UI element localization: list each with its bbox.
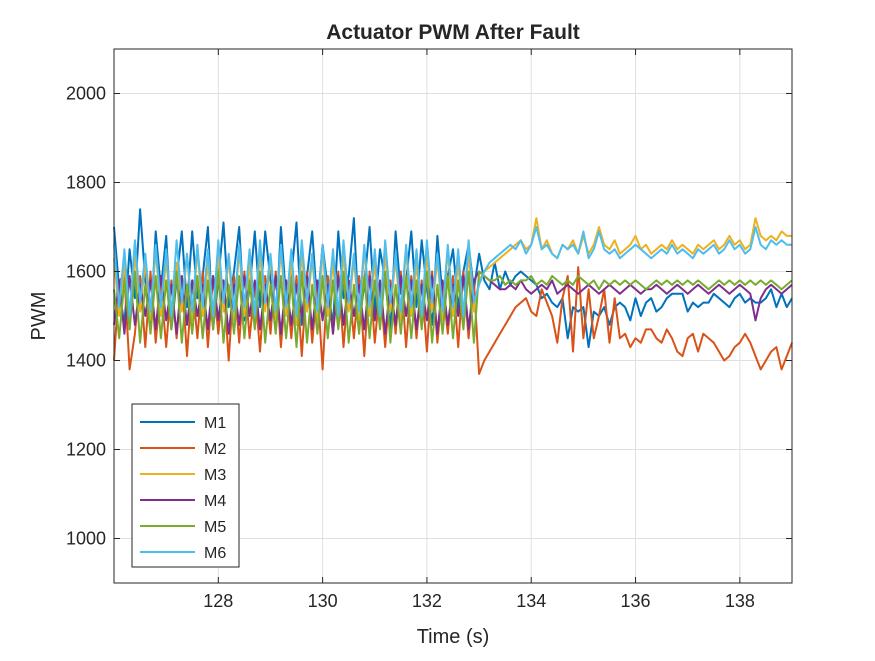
x-axis-ticks: 128 130 132 134 136 138 — [203, 49, 755, 611]
series-line-m6 — [113, 226, 792, 317]
legend-label-m1: M1 — [204, 415, 226, 432]
legend: M1 M2 M3 M4 M5 M6 — [131, 403, 240, 568]
legend-label-m2: M2 — [204, 441, 226, 458]
legend-label-m5: M5 — [204, 519, 226, 536]
legend-label-m3: M3 — [204, 467, 226, 484]
y-tick-label: 1600 — [66, 262, 106, 282]
y-axis-label: PWM — [28, 292, 50, 341]
legend-label-m6: M6 — [204, 545, 226, 562]
series-layer — [113, 208, 793, 375]
y-tick-label: 1000 — [66, 529, 106, 549]
y-tick-label: 1200 — [66, 440, 106, 460]
y-axis-ticks: 1000 1200 1400 1600 1800 2000 — [66, 84, 792, 549]
x-tick-label: 136 — [621, 591, 651, 611]
x-tick-label: 128 — [203, 591, 233, 611]
x-tick-label: 138 — [725, 591, 755, 611]
x-axis-label: Time (s) — [417, 626, 490, 648]
y-tick-label: 2000 — [66, 84, 106, 104]
chart-title: Actuator PWM After Fault — [326, 21, 580, 44]
series-line-m4 — [113, 270, 793, 335]
series-line-m5 — [113, 270, 793, 349]
series-line-m2 — [113, 266, 793, 375]
x-tick-label: 130 — [308, 591, 338, 611]
legend-box — [131, 403, 240, 568]
legend-label-m4: M4 — [204, 493, 226, 510]
x-tick-label: 132 — [412, 591, 442, 611]
plot-frame — [113, 48, 793, 584]
y-tick-label: 1400 — [66, 351, 106, 371]
x-tick-label: 134 — [516, 591, 546, 611]
y-tick-label: 1800 — [66, 173, 106, 193]
